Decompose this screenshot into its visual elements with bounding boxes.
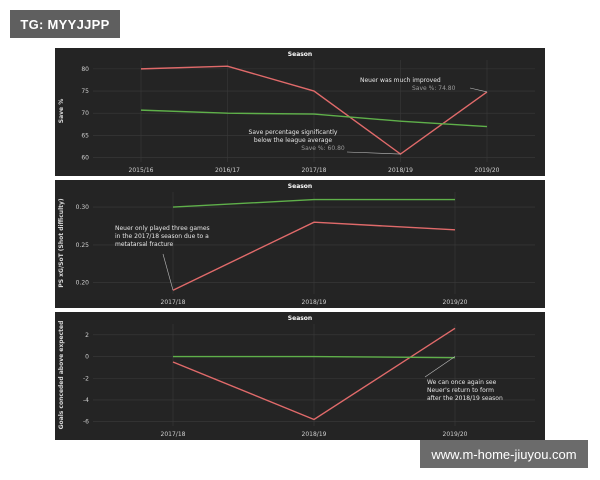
x-tick-label: 2019/20 [443,299,468,306]
annotation-text: metatarsal fracture [115,241,173,248]
y-tick-label: 60 [81,155,89,162]
y-axis-label: PS xG/SoT (Shot difficulty) [58,198,65,288]
series-line-league-average [173,355,456,359]
y-tick-label: 0.30 [76,204,90,211]
chart-title: Season [288,315,312,322]
series-line-league-average [140,109,488,128]
chart-title: Season [288,51,312,58]
y-tick-label: -6 [83,419,89,426]
annotation-text: after the 2018/19 season [427,395,503,402]
x-tick-label: 2018/19 [302,299,327,306]
y-axis-label: Save % [58,99,65,123]
save-percentage-chart: Season Save % 60 65 70 75 80 2015/16 2016/17 2017… [55,48,545,176]
site-watermark: www.m-home-jiuyou.com [420,440,588,468]
y-tick-label: 80 [81,66,89,73]
chart-background [55,312,545,440]
annotation-leader [346,151,401,155]
chart-background [55,180,545,308]
chart-title: Season [288,183,312,190]
y-tick-label: 0 [85,354,89,361]
goals-above-expected-chart: Season Goals conceded above expected -6 -4 -… [55,312,545,440]
y-tick-label: 2 [85,332,89,339]
annotation-text: Neuer was much improved [360,77,441,84]
x-tick-label: 2019/20 [475,167,500,174]
x-tick-label: 2015/16 [129,167,154,174]
x-tick-label: 2018/19 [302,431,327,438]
shot-difficulty-chart: Season PS xG/SoT (Shot difficulty) 0.20 0.2… [55,180,545,308]
y-tick-label: 70 [81,110,89,117]
y-tick-label: -4 [83,397,89,404]
annotation-text: Save percentage significantly [249,129,338,136]
chart-background [55,48,545,176]
x-tick-label: 2017/18 [161,299,186,306]
x-tick-label: 2017/18 [302,167,327,174]
x-tick-label: 2016/17 [215,167,240,174]
annotation-text: in the 2017/18 season due to a [115,233,209,240]
annotation-value: Save %: 60.80 [301,145,345,152]
y-tick-label: -2 [83,375,89,382]
x-tick-label: 2019/20 [443,431,468,438]
annotation-text: Neuer's return to form [427,387,494,394]
y-tick-label: 0.25 [76,242,90,249]
x-tick-label: 2018/19 [388,167,413,174]
annotation-leader [469,87,488,93]
series-line-neuer [172,221,456,291]
y-axis-label: Goals conceded above expected [58,321,65,430]
annotation-leader [162,253,174,291]
series-line-neuer [172,327,456,421]
annotation-text: Neuer only played three games [115,225,210,232]
series-line-neuer [140,65,488,155]
channel-tag: TG: MYYJJPP [10,10,120,38]
x-tick-label: 2017/18 [161,431,186,438]
annotation-value: Save %: 74.80 [412,85,456,92]
annotation-text: below the league average [254,137,333,144]
y-tick-label: 0.20 [76,280,90,287]
annotation-leader [424,356,456,378]
y-tick-label: 75 [81,88,89,95]
y-tick-label: 65 [81,132,89,139]
series-line-league-average [172,198,455,208]
annotation-text: We can once again see [427,379,497,386]
